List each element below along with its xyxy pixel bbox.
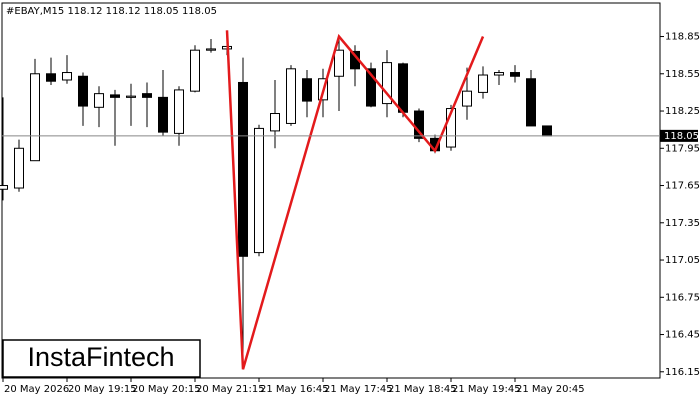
candle-body	[206, 48, 216, 51]
candle-body	[158, 96, 168, 133]
candle-body	[142, 93, 152, 98]
candle-body	[174, 89, 184, 134]
candle-body	[270, 113, 280, 132]
y-tick-label: 117.65	[665, 181, 700, 192]
y-tick-label: 116.45	[665, 330, 700, 341]
candle-body	[286, 68, 296, 124]
candle-body	[46, 73, 56, 82]
candle-body	[526, 78, 536, 127]
candle-body	[478, 74, 488, 93]
x-tick-label: 21 May 18:45	[388, 384, 457, 395]
candle-body	[62, 72, 72, 81]
y-tick-label: 118.85	[665, 32, 700, 43]
y-tick-label: 117.35	[665, 218, 700, 229]
candle-body	[446, 108, 456, 148]
x-tick-label: 21 May 20:45	[516, 384, 585, 395]
candle-body	[190, 49, 200, 92]
x-tick-label: 20 May 20:15	[132, 384, 201, 395]
candle-body	[382, 62, 392, 105]
candle-body	[78, 75, 88, 107]
y-tick-label: 116.75	[665, 292, 700, 303]
x-tick-label: 20 May 21:15	[196, 384, 265, 395]
candle-body	[254, 127, 264, 254]
candle-body	[494, 72, 504, 76]
y-tick-label: 117.05	[665, 255, 700, 266]
candle-body	[14, 147, 24, 189]
logo-text: InstaFintech	[27, 342, 174, 372]
pattern-line	[225, 30, 485, 370]
x-tick-label: 20 May 2026	[4, 384, 69, 395]
candle-body	[462, 90, 472, 107]
candle-body	[366, 68, 376, 107]
x-tick-label: 20 May 19:15	[68, 384, 137, 395]
y-tick-label: 117.95	[665, 143, 700, 154]
x-tick-label: 21 May 19:45	[452, 384, 521, 395]
x-tick-label: 21 May 16:45	[260, 384, 329, 395]
candle-body	[110, 94, 120, 98]
last-price-box	[660, 129, 698, 142]
candle-body	[542, 125, 552, 137]
plot-frame	[1, 2, 661, 379]
candle-body	[0, 185, 8, 190]
y-tick-label: 118.25	[665, 106, 700, 117]
candle-body	[94, 93, 104, 108]
candle-body	[238, 81, 248, 257]
candle-body	[398, 63, 408, 113]
x-tick-label: 21 May 17:45	[324, 384, 393, 395]
candle-body	[30, 73, 40, 162]
last-price-label: 118.05	[664, 131, 699, 142]
candle-body	[302, 78, 312, 102]
candle-body	[126, 95, 136, 98]
candle-body	[510, 72, 520, 77]
chart-title: #EBAY,M15 118.12 118.12 118.05 118.05	[6, 6, 217, 17]
y-tick-label: 116.15	[665, 367, 700, 378]
candle-body	[334, 49, 344, 77]
logo-box	[2, 339, 201, 378]
y-tick-label: 118.55	[665, 69, 700, 80]
